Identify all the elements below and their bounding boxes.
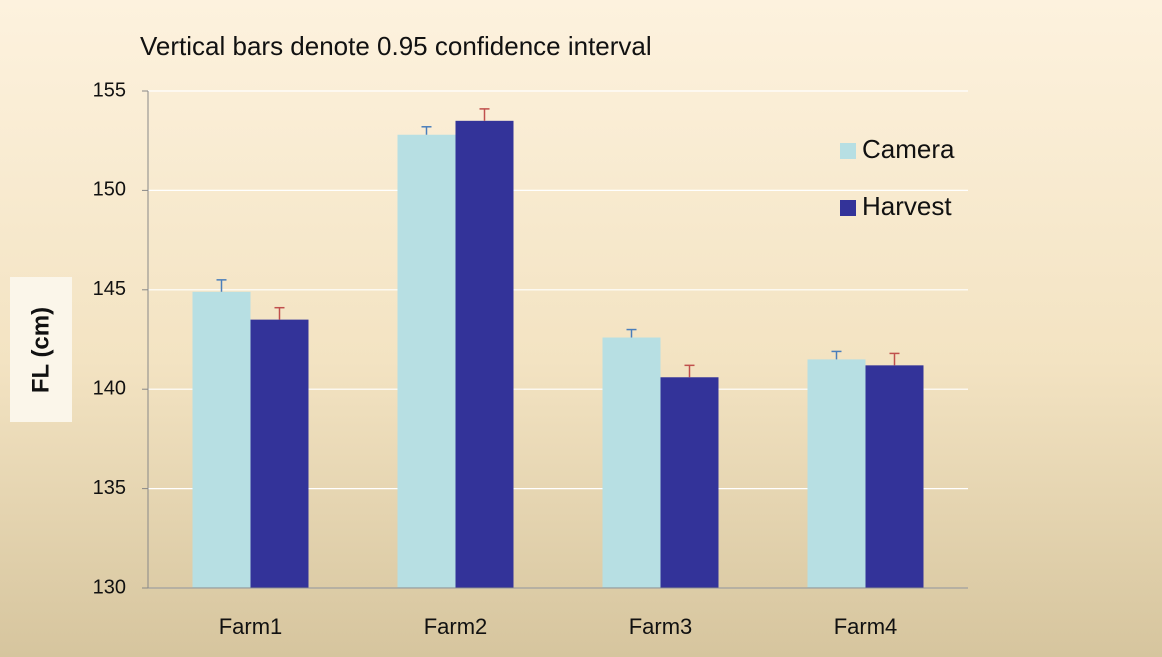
y-tick-label: 155 <box>93 79 126 101</box>
y-tick-label: 150 <box>93 179 126 201</box>
y-label-box <box>10 277 72 422</box>
error-bar <box>216 279 227 292</box>
legend-label: Camera <box>862 134 955 164</box>
bar <box>192 291 251 588</box>
y-tick-label: 140 <box>93 377 126 399</box>
error-bar <box>479 108 490 121</box>
bar <box>250 319 309 588</box>
bar <box>455 120 514 588</box>
legend-swatch <box>840 200 856 216</box>
bar <box>807 359 866 588</box>
error-bar <box>421 126 432 135</box>
error-bar <box>274 306 285 320</box>
bar <box>397 134 456 588</box>
x-tick-label: Farm1 <box>219 614 283 639</box>
y-axis-label: FL (cm) <box>27 307 54 393</box>
y-tick-label: 130 <box>93 576 126 598</box>
error-bar <box>831 350 842 360</box>
x-tick-label: Farm4 <box>834 614 898 639</box>
y-tick-label: 135 <box>93 477 126 499</box>
chart-title: Vertical bars denote 0.95 confidence int… <box>140 31 652 61</box>
error-bar <box>684 364 695 378</box>
error-bar <box>626 328 637 338</box>
y-tick-label: 145 <box>93 278 126 300</box>
bar <box>865 365 924 588</box>
x-tick-label: Farm2 <box>424 614 488 639</box>
legend-swatch <box>840 143 856 159</box>
bar <box>660 377 719 588</box>
x-tick-label: Farm3 <box>629 614 693 639</box>
error-bar <box>889 352 900 366</box>
legend-label: Harvest <box>862 191 952 221</box>
bar <box>602 337 661 588</box>
